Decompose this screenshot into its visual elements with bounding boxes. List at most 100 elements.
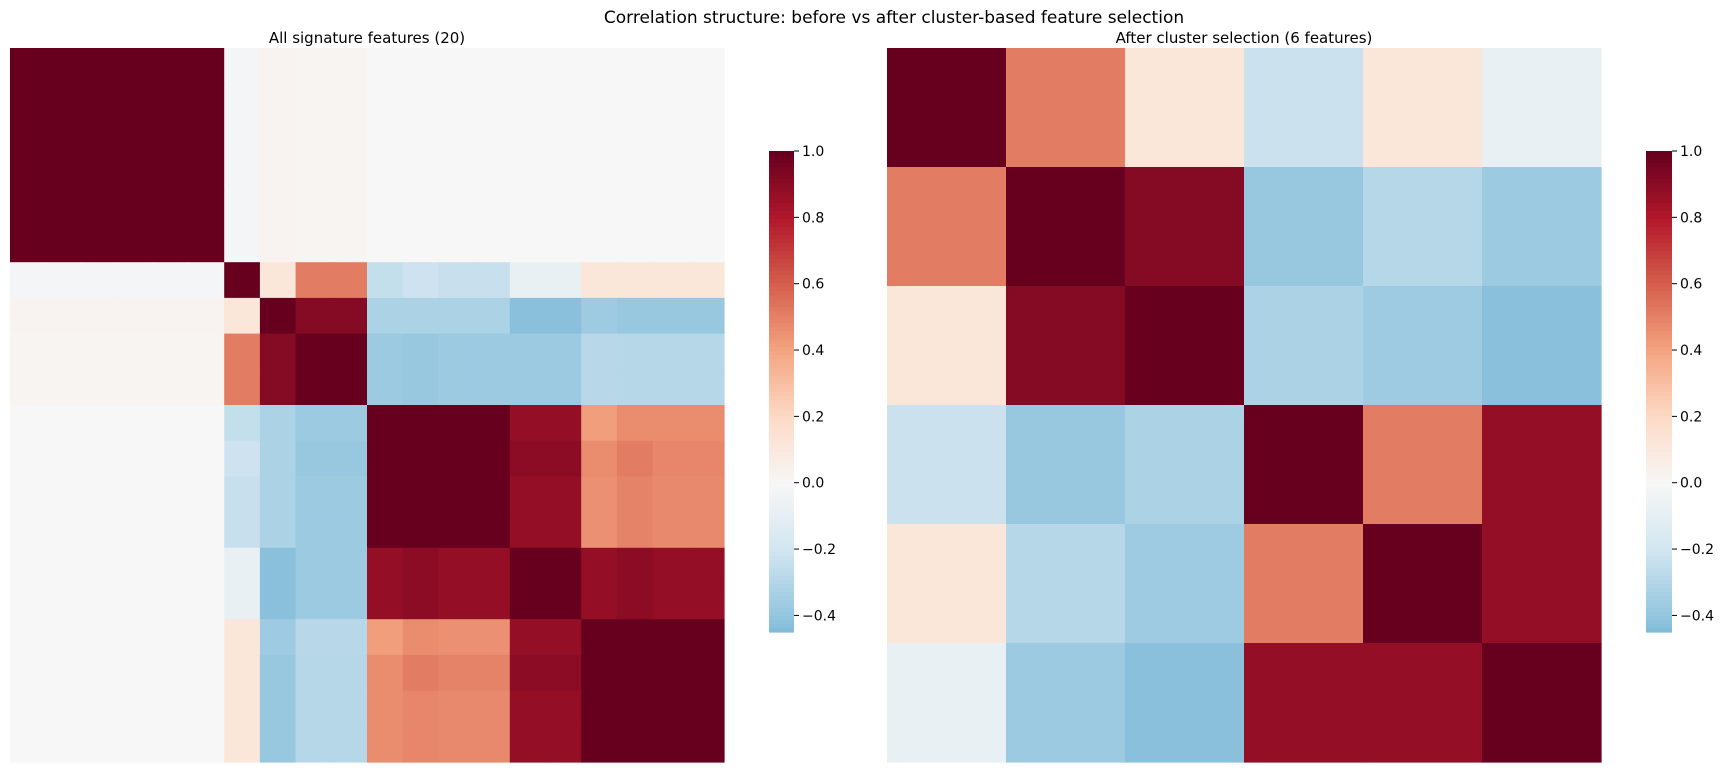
- colorbar-segment: [769, 151, 794, 156]
- colorbar-segment: [1646, 187, 1672, 192]
- colorbar-segment: [769, 295, 794, 300]
- colorbar-segment: [1646, 467, 1672, 473]
- colorbar-segment: [769, 263, 794, 268]
- colorbar-segment: [769, 179, 794, 184]
- colorbar-segment: [769, 335, 794, 340]
- colorbar-segment: [1646, 383, 1672, 389]
- heatmap-cell-r17-c9: [331, 654, 368, 692]
- colorbar-segment: [769, 203, 794, 208]
- colorbar-segment: [1646, 255, 1672, 260]
- figure-title: Correlation structure: before vs after c…: [604, 8, 1184, 28]
- colorbar-segment: [769, 171, 794, 176]
- heatmap-cell-r6-c17: [616, 262, 654, 299]
- heatmap-cell-r1-c2: [1125, 167, 1245, 287]
- colorbar-segment: [769, 343, 794, 349]
- colorbar-segment: [769, 223, 794, 228]
- colorbar-segment: [769, 627, 794, 633]
- heatmap-cell-r5-c11: [402, 226, 439, 263]
- heatmap-cell-r1-c1: [1006, 167, 1126, 287]
- colorbar-segment: [1646, 407, 1672, 413]
- colorbar-segment: [1646, 295, 1672, 300]
- heatmap-cell-r5-c5: [188, 226, 225, 263]
- colorbar-segment: [769, 615, 794, 621]
- heatmap-cell-r3-c5: [188, 155, 225, 192]
- colorbar-segment: [1646, 399, 1672, 405]
- heatmap-cell-r2-c3: [117, 119, 154, 156]
- colorbar-segment: [769, 239, 794, 244]
- heatmap-cell-r11-c14: [509, 440, 547, 477]
- heatmap-cell-r18-c11: [402, 690, 439, 727]
- colorbar-segment: [769, 583, 794, 589]
- heatmap-cell-r2-c5: [188, 119, 225, 156]
- colorbar-segment: [1646, 387, 1672, 393]
- heatmap-cell-r10-c6: [224, 405, 261, 442]
- heatmap-cell-r4-c5: [1482, 524, 1602, 644]
- heatmap-cell-r0-c5: [188, 48, 225, 85]
- heatmap-cell-r4-c15: [545, 190, 582, 228]
- colorbar-segment: [1646, 595, 1672, 601]
- heatmap-cell-r4-c18: [652, 190, 689, 228]
- colorbar-segment: [769, 407, 794, 413]
- heatmap-cell-r16-c17: [616, 619, 654, 656]
- heatmap-cell-r0-c6: [224, 48, 261, 85]
- heatmap-cell-r6-c2: [81, 262, 118, 299]
- heatmap-cell-r18-c0: [10, 690, 47, 727]
- heatmap-cell-r19-c17: [616, 726, 654, 763]
- heatmap-cell-r15-c10: [367, 583, 404, 620]
- colorbar-segment: [769, 319, 794, 324]
- heatmap-cell-r5-c10: [367, 226, 404, 263]
- heatmap-cell-r13-c16: [581, 512, 618, 549]
- colorbar-segment: [769, 351, 794, 357]
- colorbar-tick-label: −0.4: [1680, 608, 1714, 624]
- colorbar-segment: [1646, 503, 1672, 509]
- heatmap-cell-r3-c11: [402, 155, 439, 192]
- colorbar-segment: [769, 531, 794, 537]
- colorbar-tick-label: −0.2: [1680, 542, 1714, 558]
- colorbar-segment: [769, 607, 794, 613]
- colorbar-segment: [769, 327, 794, 332]
- heatmap-cell-r16-c4: [152, 619, 190, 656]
- colorbar-tick-label: 0.8: [802, 210, 824, 226]
- heatmap-cell-r0-c12: [438, 48, 475, 85]
- heatmap-cell-r9-c10: [367, 369, 404, 406]
- colorbar-segment: [1646, 567, 1672, 573]
- heatmap-cell-r1-c3: [117, 83, 154, 120]
- heatmap-cell-r19-c18: [652, 726, 689, 763]
- colorbar: 1.0 0.8 0.6 0.4 0.2 0.0 −0.2 −0.4: [769, 144, 836, 633]
- heatmap-cell-r10-c10: [367, 405, 404, 442]
- heatmap-cell-r14-c6: [224, 547, 261, 585]
- heatmap-cell-r9-c6: [224, 369, 261, 406]
- colorbar-tick-label: 0.2: [1680, 409, 1702, 425]
- colorbar-segment: [769, 255, 794, 260]
- colorbar-tick-label: 0.6: [802, 277, 824, 293]
- heatmap-cell-r8-c7: [259, 333, 297, 370]
- heatmap-cell-r8-c12: [438, 333, 475, 370]
- heatmap-cell-r17-c4: [152, 654, 190, 692]
- heatmap-cell-r14-c2: [81, 547, 118, 585]
- heatmap-cell-r9-c8: [295, 369, 332, 406]
- colorbar-segment: [769, 287, 794, 292]
- colorbar-segment: [1646, 343, 1672, 349]
- heatmap-cell-r6-c18: [652, 262, 689, 299]
- heatmap-cell-r7-c16: [581, 297, 618, 335]
- colorbar-segment: [769, 251, 794, 256]
- colorbar-segment: [1646, 235, 1672, 240]
- colorbar-segment: [1646, 315, 1672, 320]
- colorbar-segment: [769, 415, 794, 421]
- colorbar-segment: [1646, 351, 1672, 357]
- colorbar-segment: [769, 375, 794, 381]
- colorbar-tick-label: 0.4: [802, 343, 824, 359]
- heatmap-cell-r4-c13: [474, 190, 511, 228]
- heatmap-cell-r13-c10: [367, 512, 404, 549]
- heatmap-cell-r17-c13: [474, 654, 511, 692]
- colorbar-segment: [769, 307, 794, 312]
- heatmap-cell-r1-c0: [887, 167, 1007, 287]
- heatmap-cell-r11-c10: [367, 440, 404, 477]
- heatmap-cell-r17-c12: [438, 654, 475, 692]
- heatmap-cell-r12-c10: [367, 476, 404, 513]
- heatmap-cell-r16-c8: [295, 619, 332, 656]
- colorbar-segment: [769, 247, 794, 252]
- heatmap-cell-r19-c6: [224, 726, 261, 763]
- colorbar-segment: [1646, 499, 1672, 505]
- colorbar-segment: [769, 603, 794, 609]
